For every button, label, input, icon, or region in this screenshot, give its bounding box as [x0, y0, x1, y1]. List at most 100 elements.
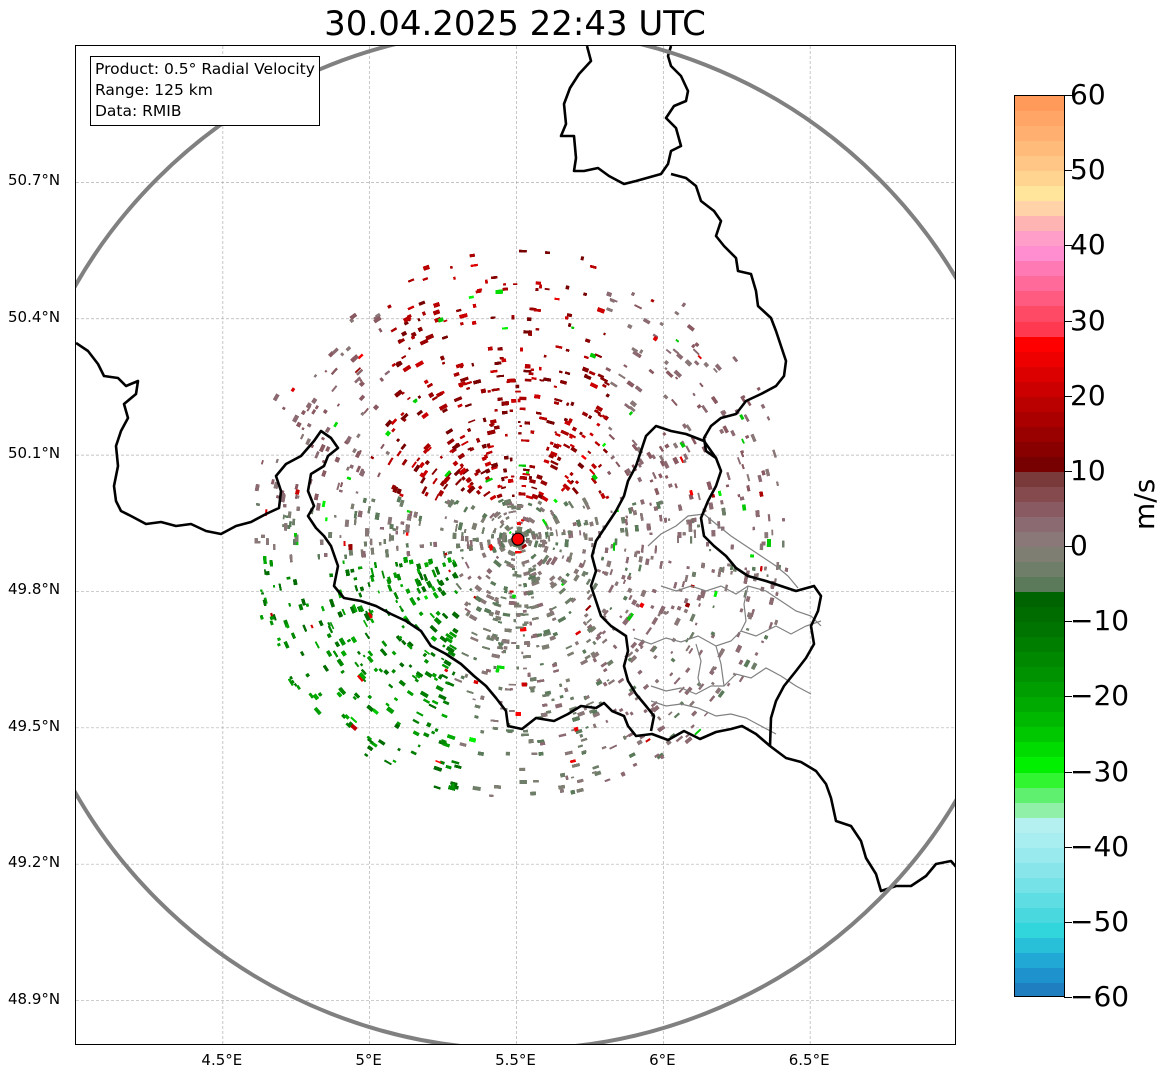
- colorbar-unit-label: m/s: [1128, 478, 1161, 530]
- colorbar-segment: [1015, 832, 1064, 849]
- product-label: Product: 0.5° Radial Velocity: [95, 60, 315, 78]
- colorbar-tick-mark: [1064, 921, 1072, 923]
- colorbar-tick-mark: [1064, 95, 1072, 96]
- colorbar-segment: [1015, 471, 1064, 488]
- admin-border-path: [647, 513, 799, 589]
- colorbar-segment: [1015, 261, 1064, 277]
- colorbar-tick-mark: [1064, 696, 1072, 698]
- colorbar-segment: [1015, 126, 1064, 142]
- colorbar-tick-label: −20: [1070, 679, 1130, 713]
- colorbar-segment: [1015, 892, 1064, 909]
- map-title: 30.04.2025 22:43 UTC: [324, 4, 706, 44]
- colorbar-tick-label: −50: [1070, 904, 1130, 938]
- colorbar-segment: [1015, 982, 1064, 996]
- colorbar-tick-mark: [1064, 170, 1072, 172]
- colorbar-segment: [1015, 351, 1064, 368]
- colorbar-segment: [1015, 592, 1064, 608]
- colorbar-segment: [1015, 156, 1064, 172]
- colorbar-segment: [1015, 291, 1064, 307]
- colorbar-segment: [1015, 96, 1064, 112]
- admin-border-path: [633, 620, 822, 647]
- radar-site-layer: [511, 532, 525, 546]
- colorbar-tick-label: −10: [1070, 604, 1130, 638]
- colorbar-segment: [1015, 441, 1064, 458]
- colorbar-segment: [1015, 802, 1064, 819]
- colorbar-segment: [1015, 727, 1064, 743]
- colorbar-segment: [1015, 922, 1064, 939]
- colorbar-tick-label: 50: [1070, 153, 1106, 187]
- colorbar-segment: [1015, 306, 1064, 322]
- admin-border-path: [650, 667, 812, 695]
- colorbar-tick-label: −40: [1070, 829, 1130, 863]
- colorbar-segment: [1015, 336, 1064, 353]
- lat-tick-label: 50.4°N: [8, 307, 61, 326]
- colorbar-segment: [1015, 712, 1064, 728]
- lat-tick-label: 49.8°N: [8, 580, 61, 599]
- colorbar-segment: [1015, 877, 1064, 894]
- colorbar-tick-mark: [1064, 470, 1072, 472]
- lat-tick-label: 49.2°N: [8, 853, 61, 872]
- colorbar-segment: [1015, 276, 1064, 292]
- radar-map[interactable]: [75, 45, 956, 1045]
- colorbar-segment: [1015, 201, 1064, 217]
- lon-tick-label: 5°E: [355, 1051, 382, 1069]
- country-border-path: [76, 341, 955, 893]
- colorbar-tick-label: 60: [1070, 78, 1106, 111]
- admin-border-path: [695, 643, 702, 689]
- colorbar-segment: [1015, 787, 1064, 804]
- colorbar-segment: [1015, 486, 1064, 503]
- lon-tick-label: 5.5°E: [495, 1051, 536, 1069]
- colorbar-segment: [1015, 907, 1064, 924]
- colorbar-tick-label: −30: [1070, 754, 1130, 788]
- lat-tick-label: 49.5°N: [8, 716, 61, 735]
- colorbar-tick-label: 10: [1070, 453, 1106, 487]
- data-source-label: Data: RMIB: [95, 102, 182, 120]
- colorbar-segment: [1015, 531, 1064, 548]
- colorbar-segment: [1015, 667, 1064, 683]
- colorbar-tick-mark: [1064, 320, 1072, 322]
- admin-border-path: [740, 585, 749, 632]
- colorbar-segment: [1015, 562, 1064, 578]
- colorbar-segment: [1015, 772, 1064, 789]
- colorbar-tick-label: −60: [1070, 980, 1130, 1013]
- radar-echoes: [254, 249, 789, 797]
- colorbar-segment: [1015, 141, 1064, 157]
- lon-tick-label: 4.5°E: [201, 1051, 243, 1069]
- colorbar-tick-mark: [1064, 245, 1072, 247]
- colorbar-segment: [1015, 697, 1064, 713]
- colorbar-segment: [1015, 622, 1064, 638]
- colorbar-tick-label: 40: [1070, 228, 1106, 262]
- colorbar-segment: [1015, 411, 1064, 428]
- country-borders: [76, 46, 955, 893]
- colorbar-segment: [1015, 456, 1064, 473]
- colorbar-segment: [1015, 171, 1064, 187]
- colorbar-segment: [1015, 426, 1064, 443]
- radar-site-marker[interactable]: [511, 532, 525, 546]
- colorbar-tick-label: 0: [1070, 529, 1088, 562]
- colorbar-tick-mark: [1064, 771, 1072, 773]
- colorbar-segment: [1015, 607, 1064, 623]
- colorbar-segment: [1015, 682, 1064, 698]
- lat-tick-label: 50.1°N: [8, 444, 61, 463]
- colorbar-segment: [1015, 637, 1064, 653]
- colorbar-segment: [1015, 396, 1064, 413]
- colorbar-segment: [1015, 952, 1064, 969]
- lon-tick-label: 6°E: [649, 1051, 676, 1069]
- colorbar-segment: [1015, 547, 1064, 563]
- colorbar-segment: [1015, 366, 1064, 383]
- colorbar-segment: [1015, 111, 1064, 127]
- colorbar-segment: [1015, 321, 1064, 338]
- colorbar-tick-label: 20: [1070, 378, 1106, 412]
- colorbar-segment: [1015, 516, 1064, 533]
- velocity-colorbar: [1014, 95, 1065, 997]
- colorbar-segment: [1015, 186, 1064, 202]
- colorbar-tick-mark: [1064, 846, 1072, 848]
- admin-border-path: [715, 645, 725, 687]
- colorbar-segment: [1015, 577, 1064, 593]
- colorbar-segment: [1015, 967, 1064, 984]
- admin-border-path: [650, 700, 777, 735]
- radar-map-canvas: [76, 46, 955, 1044]
- colorbar-tick-mark: [1064, 621, 1072, 623]
- colorbar-segment: [1015, 216, 1064, 232]
- colorbar-segment: [1015, 501, 1064, 518]
